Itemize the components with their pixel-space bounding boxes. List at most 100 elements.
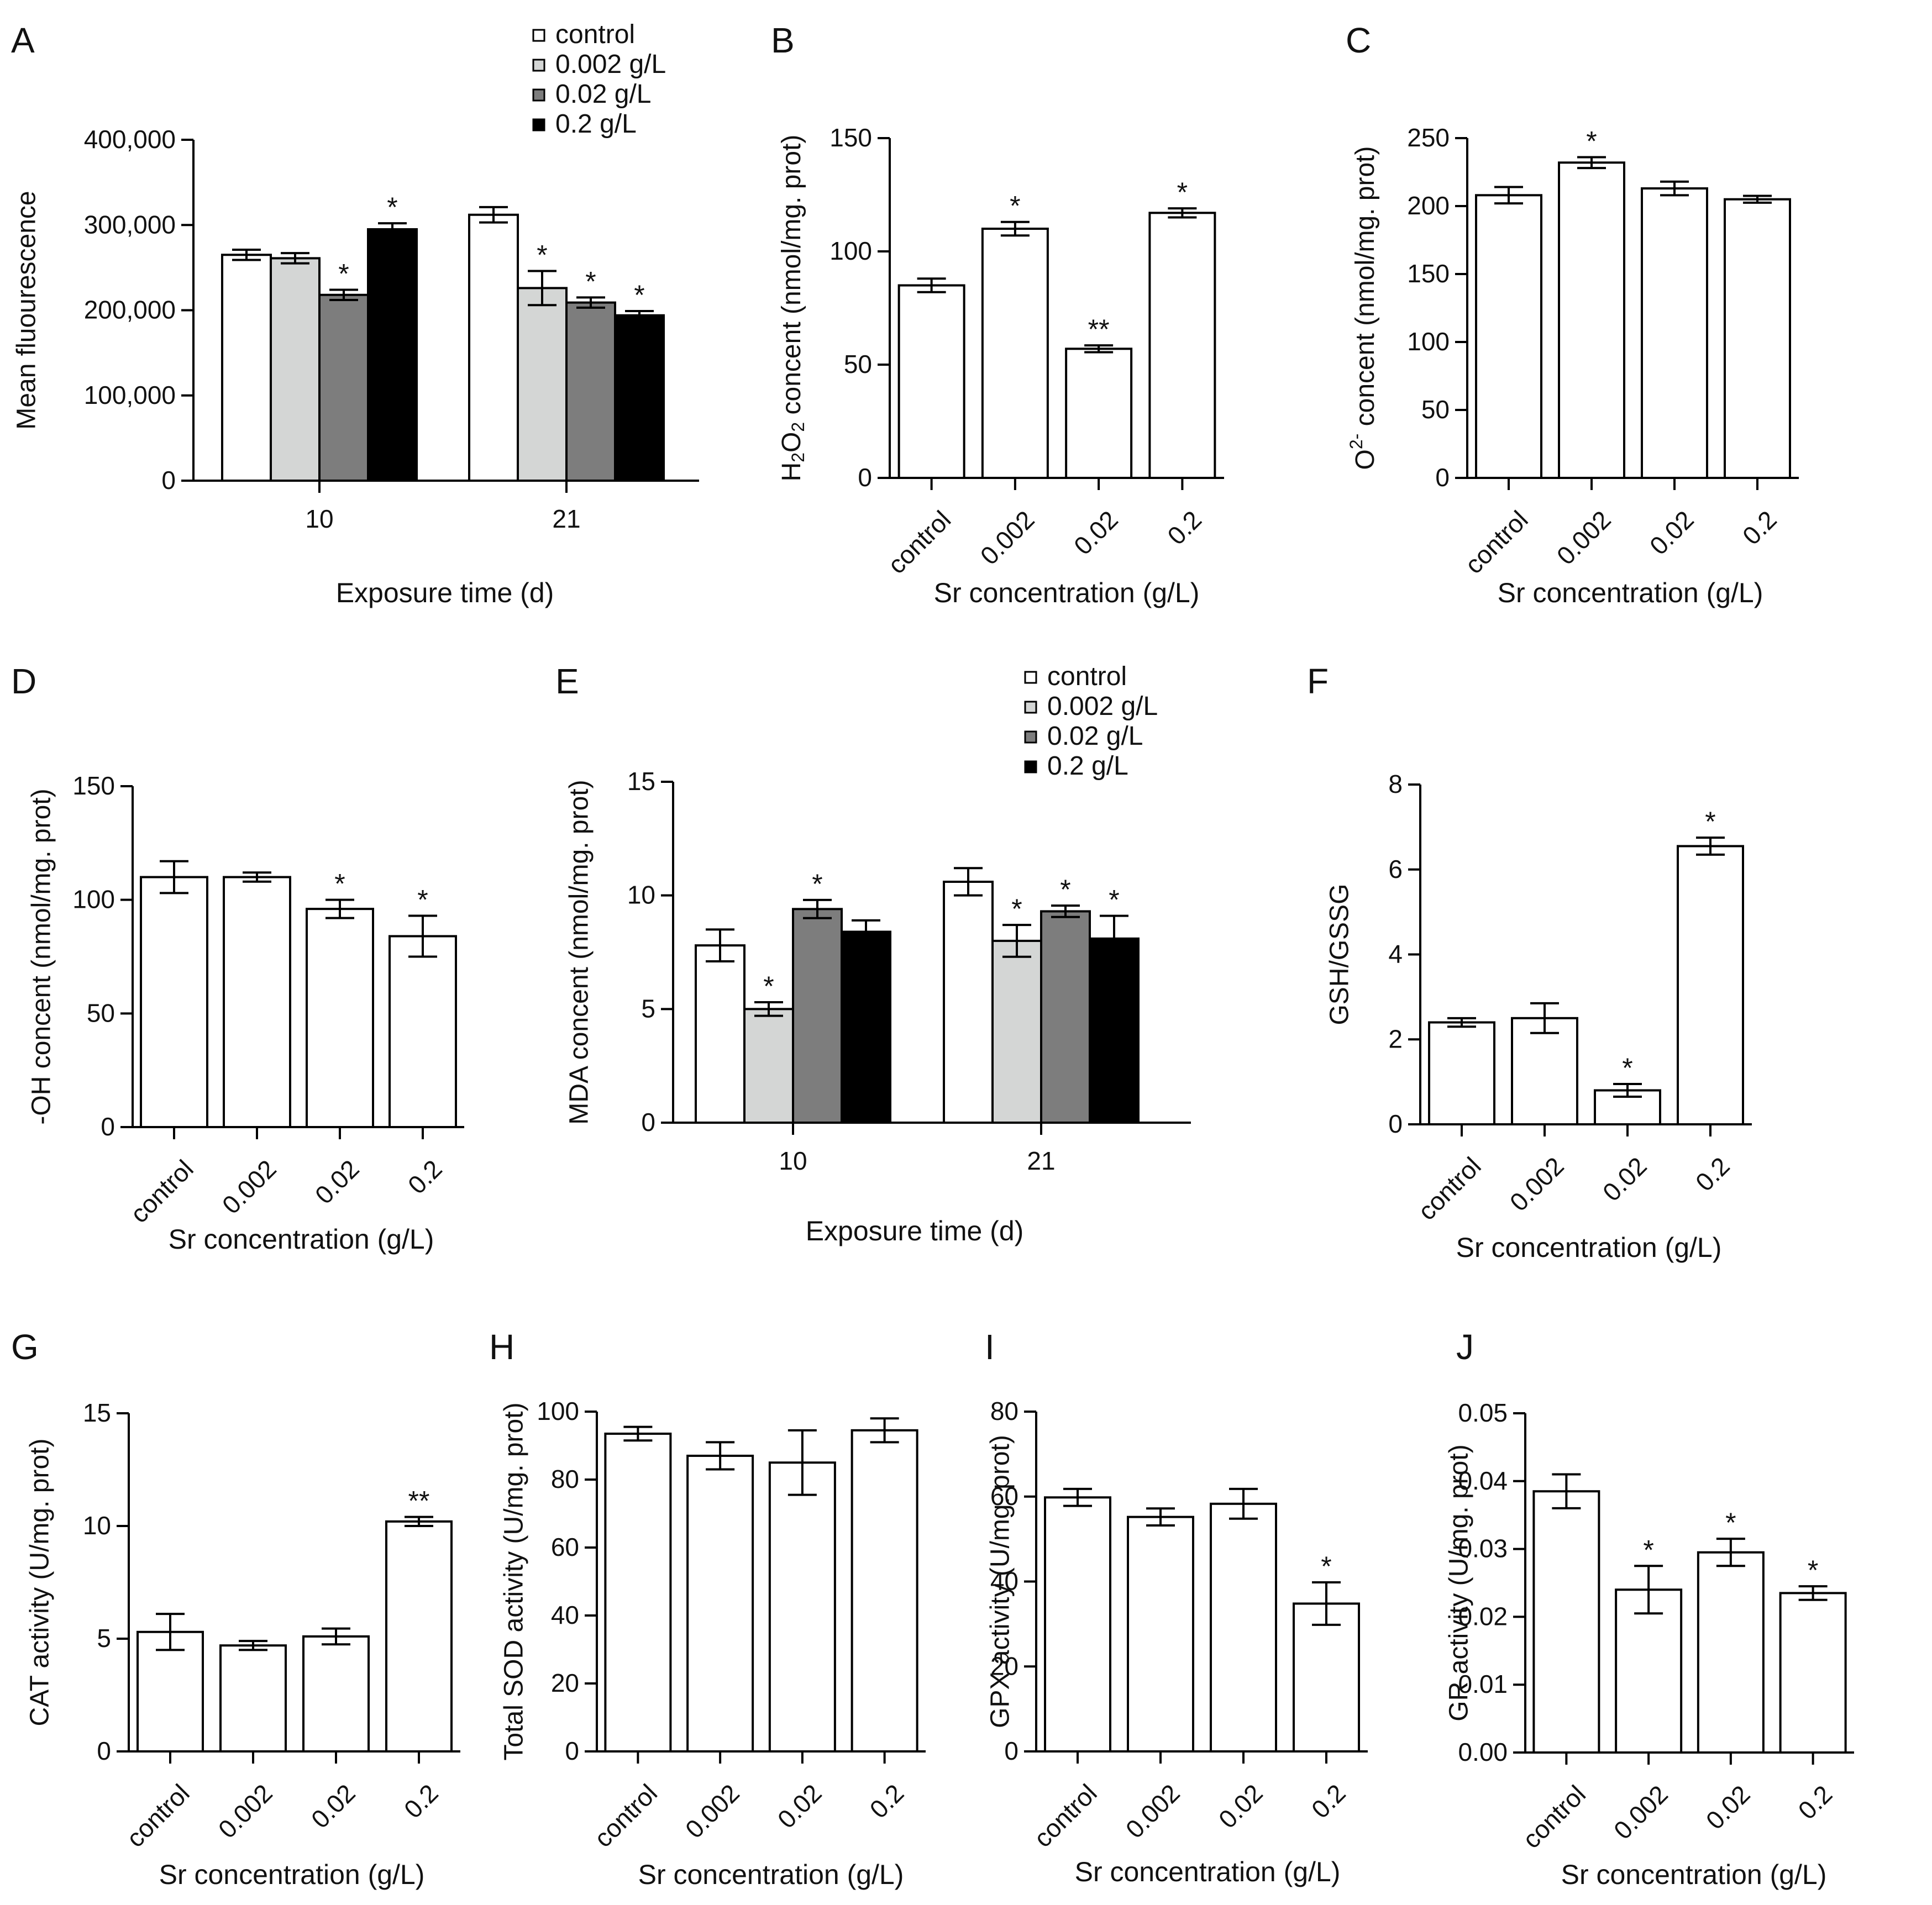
legend-swatch [1024,760,1037,773]
significance-mark: * [1177,177,1188,208]
bar [219,1644,287,1753]
significance-mark: * [812,869,822,899]
panel-letter: H [489,1327,514,1367]
y-tick-label: 80 [990,1397,1019,1425]
x-tick-label: 21 [552,504,580,533]
y-tick-label: 0 [1388,1109,1403,1138]
y-tick-label: 0 [97,1736,111,1765]
x-tick-label: control [1517,1780,1591,1854]
y-tick-label: 400,000 [84,125,176,154]
x-tick-label: 10 [305,504,333,533]
y-tick-label: 5 [97,1624,111,1653]
bar [1040,910,1091,1124]
y-tick-label: 80 [551,1465,579,1493]
bar [1127,1515,1194,1753]
x-tick-label: 0.02 [1700,1780,1756,1835]
x-tick-label: control [124,1154,198,1228]
bar [1615,1588,1683,1754]
x-tick-label: control [1028,1778,1102,1853]
bar [1558,161,1625,479]
bar [1428,1021,1495,1125]
bar [614,314,665,482]
y-tick-label: 0.02 [1458,1602,1508,1630]
significance-mark: * [1321,1551,1331,1582]
y-tick-label: 10 [627,881,655,909]
bar [1148,212,1216,479]
legend-label: 0.2 g/L [555,109,637,139]
bar [318,293,369,482]
x-tick-label: 0.02 [1068,505,1124,560]
x-tick-label: 0.002 [975,505,1040,570]
bar [367,228,418,482]
legend-swatch [1024,730,1037,744]
significance-mark: * [634,280,644,311]
x-tick-label: 0.2 [864,1778,909,1824]
bar [991,939,1042,1124]
x-tick-label: 0.2 [1690,1151,1735,1197]
significance-mark: * [1586,125,1597,156]
bar [981,228,1049,479]
x-tick-label: 0.02 [309,1154,365,1209]
legend-label: 0.002 g/L [1047,692,1158,721]
y-tick-label: 300,000 [84,210,176,239]
bar [221,254,272,482]
x-axis-label: Sr concentration (g/L) [1075,1856,1341,1887]
x-tick-label: 0.2 [402,1154,448,1199]
y-tick-label: 150 [72,771,115,800]
panel-b: B 0 50 100 150 H2O2 concent (nmol/mg. prot) co… [771,20,1224,608]
significance-mark: * [417,884,428,915]
bar [468,213,519,482]
panel-letter: F [1307,661,1329,701]
y-tick-label: 0.05 [1458,1398,1508,1427]
y-tick-label: 0.00 [1458,1738,1508,1766]
y-tick-label: 150 [830,123,872,152]
panel-f: F 0 2 4 6 8 GSH/GSSG control 0.002 * 0.02 * 0.2 Sr co… [1307,661,1752,1263]
y-tick-label: 100,000 [84,381,176,409]
bar [136,1630,204,1753]
panel-letter: G [11,1327,39,1367]
panel-letter: A [11,20,35,60]
bar [302,1635,370,1753]
y-tick-label: 20 [551,1669,579,1697]
y-tick-label: 100 [537,1397,579,1425]
significance-mark: ** [408,1486,430,1517]
bar [1532,1490,1600,1754]
y-tick-label: 250 [1407,123,1450,152]
y-tick-label: 60 [990,1482,1019,1511]
x-tick-label: control [1459,505,1533,579]
bar [270,257,321,482]
y-tick-label: 60 [551,1533,579,1561]
significance-mark: ** [1088,314,1110,345]
bar [604,1432,672,1753]
x-tick-label: 0.02 [1213,1778,1268,1834]
bar [389,935,457,1128]
x-axis-label: Sr concentration (g/L) [1456,1232,1722,1263]
x-axis-label: Sr concentration (g/L) [1498,577,1763,608]
y-axis-label: Mean fluourescence [12,191,41,429]
y-tick-label: 15 [83,1398,111,1427]
y-tick-label: 6 [1388,855,1403,883]
panel-d: D 0 50 100 150 -OH concent (nmol/mg. prot) con… [11,661,464,1255]
legend-label: 0.002 g/L [555,50,666,79]
bar [841,930,891,1124]
panel-c: C 0 50 100 150 200 250 O2- concent (nmol/mg. pr… [1346,20,1799,608]
y-tick-label: 0.03 [1458,1534,1508,1563]
x-tick-label: 0.02 [1597,1151,1652,1207]
y-axis-label: GR activity (U/mg. prot) [1445,1444,1474,1721]
y-tick-label: 20 [990,1651,1019,1680]
panel-g: G 0 5 10 15 CAT activity (U/mg. prot) control 0… [11,1327,460,1890]
bar [1697,1551,1765,1754]
panel-letter: B [771,20,795,60]
x-tick-label: 21 [1027,1146,1055,1175]
significance-mark: * [1011,893,1022,924]
x-tick-label: 0.02 [772,1778,827,1834]
y-tick-label: 0.01 [1458,1670,1508,1698]
bar [1475,194,1542,479]
significance-mark: * [1643,1534,1653,1565]
x-axis-label: Sr concentration (g/L) [1561,1859,1827,1890]
y-tick-label: 4 [1388,940,1403,969]
bar [943,880,994,1124]
y-tick-label: 0 [1004,1736,1019,1765]
y-tick-label: 0.04 [1458,1466,1508,1495]
